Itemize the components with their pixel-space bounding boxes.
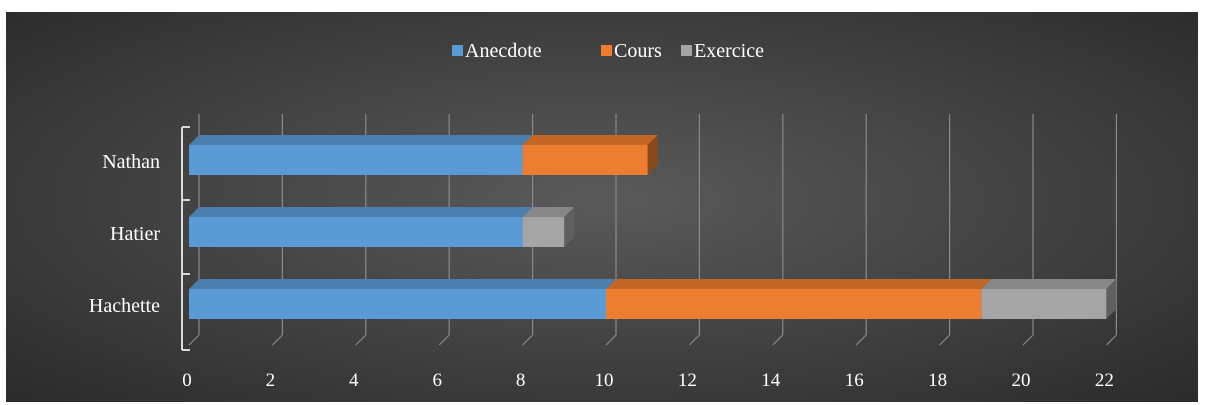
category-label-nathan: Nathan: [102, 151, 160, 173]
bar-front-nathan-anecdote: [189, 145, 523, 175]
x-tick-label-14: 14: [761, 370, 781, 391]
x-tick-label-12: 12: [678, 370, 697, 391]
gridline-floor-1: [271, 334, 283, 346]
bar-front-hachette-cours: [606, 289, 982, 319]
bar-side-nathan-cours: [647, 135, 658, 175]
category-label-hatier: Hatier: [110, 223, 160, 245]
legend-swatch-anecdote: [452, 45, 463, 56]
category-label-hachette: Hachette: [89, 295, 160, 317]
legend-item-anecdote: Anecdote: [452, 40, 542, 62]
x-tick-label-18: 18: [928, 370, 947, 391]
bar-hachette-anecdote: [189, 279, 616, 319]
x-tick-label-22: 22: [1095, 370, 1114, 391]
legend-item-cours: Cours: [601, 40, 662, 62]
bar-hatier-anecdote: [189, 207, 533, 247]
legend-label-anecdote: Anecdote: [465, 40, 542, 62]
bars: [189, 135, 1117, 319]
x-tick-label-4: 4: [349, 370, 359, 391]
x-tick-labels: 0 2 4 6 8 10 12 14 16 18 20 22: [182, 370, 1114, 391]
bar-front-nathan-cours: [522, 145, 648, 175]
legend-label-exercice: Exercice: [694, 40, 764, 62]
bar-top-nathan-anecdote: [189, 135, 533, 145]
bar-front-hatier-anecdote: [189, 217, 523, 247]
bar-side-hatier-exercice: [564, 207, 575, 247]
bar-hachette-exercice: [981, 279, 1117, 319]
chart-area: Anecdote Cours Exercice 0 2 4 6 8 10 12 14 16 18 20 2…: [6, 12, 1198, 402]
bar-nathan-cours: [522, 135, 658, 175]
x-tick-label-6: 6: [432, 370, 442, 391]
bar-front-hachette-anecdote: [189, 289, 606, 319]
legend-swatch-exercice: [681, 45, 692, 56]
gridline-floor-10: [1022, 334, 1034, 346]
gridline-floor-5: [605, 334, 617, 346]
x-tick-label-2: 2: [266, 370, 276, 391]
x-tick-label-16: 16: [845, 370, 864, 391]
legend: Anecdote Cours Exercice: [452, 40, 764, 62]
x-tick-label-20: 20: [1012, 370, 1031, 391]
x-tick-label-8: 8: [516, 370, 526, 391]
bar-top-hachette-exercice: [981, 279, 1117, 289]
bar-top-hachette-anecdote: [189, 279, 616, 289]
gridline-floor-8: [855, 334, 867, 346]
bar-hachette-cours: [606, 279, 992, 319]
bar-nathan-anecdote: [189, 135, 533, 175]
bar-hatier-exercice: [522, 207, 575, 247]
legend-item-exercice: Exercice: [681, 40, 764, 62]
bar-top-hatier-exercice: [522, 207, 575, 217]
bar-top-hatier-anecdote: [189, 207, 533, 217]
gridline-floor-2: [355, 334, 367, 346]
gridline-floor-7: [772, 334, 784, 346]
category-labels: Hachette Hatier Nathan: [89, 151, 160, 317]
bar-top-hachette-cours: [606, 279, 992, 289]
gridline-floor-4: [522, 334, 534, 346]
bar-top-nathan-cours: [522, 135, 658, 145]
x-tick-label-0: 0: [182, 370, 192, 391]
category-axis: [181, 126, 190, 351]
bar-front-hatier-exercice: [522, 217, 565, 247]
bar-front-hachette-exercice: [981, 289, 1107, 319]
gridline-floor-3: [438, 334, 450, 346]
legend-label-cours: Cours: [614, 40, 662, 62]
legend-swatch-cours: [601, 45, 612, 56]
bar-side-hachette-exercice: [1106, 279, 1117, 319]
stacked-bar-chart: Anecdote Cours Exercice 0 2 4 6 8 10 12 14 16 18 20 2…: [89, 40, 1118, 391]
x-tick-label-10: 10: [595, 370, 614, 391]
gridline-floor-6: [688, 334, 700, 346]
gridline-floor-11: [1105, 334, 1117, 346]
gridline-floor-0: [188, 334, 200, 346]
gridline-floor-9: [939, 334, 951, 346]
